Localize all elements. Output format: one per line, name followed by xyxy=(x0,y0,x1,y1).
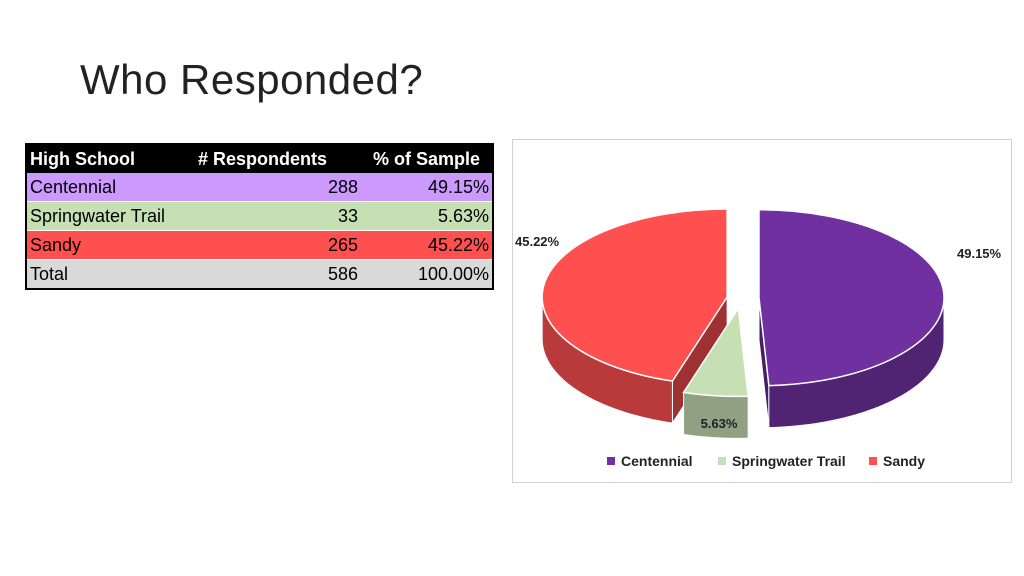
cell-respondents: 586 xyxy=(195,259,361,290)
legend-entry-1: Springwater Trail xyxy=(732,453,846,469)
cell-school: Centennial xyxy=(26,173,195,202)
cell-school: Springwater Trail xyxy=(26,201,195,231)
cell-school: Sandy xyxy=(26,230,195,260)
cell-respondents: 288 xyxy=(195,173,361,202)
pie-slice-sandy xyxy=(541,208,728,382)
data-label-0: 49.15% xyxy=(957,246,1002,261)
pie-slice-centennial xyxy=(758,209,945,387)
table-row-sandy: Sandy 265 45.22% xyxy=(26,230,493,260)
legend-entry-2: Sandy xyxy=(883,453,925,469)
pie-slice-springwater-trail xyxy=(682,306,750,398)
cell-percent: 49.15% xyxy=(361,173,493,202)
cell-school: Total xyxy=(26,259,195,290)
table-header-row: High School # Respondents % of Sample xyxy=(26,144,493,173)
cell-percent: 100.00% xyxy=(361,259,493,290)
pie-chart: 49.15% 5.63% 45.22% Centennial Springwater T… xyxy=(515,208,1002,469)
slide-title: Who Responded? xyxy=(80,56,424,103)
data-label-2: 45.22% xyxy=(515,234,560,249)
header-high-school: High School xyxy=(26,144,195,173)
data-label-1: 5.63% xyxy=(701,416,738,431)
cell-respondents: 33 xyxy=(195,201,361,231)
legend-swatch-1 xyxy=(718,457,726,465)
legend-swatch-2 xyxy=(869,457,877,465)
pie-chart-container: 49.15% 5.63% 45.22% Centennial Springwater T… xyxy=(512,139,1012,483)
cell-percent: 5.63% xyxy=(361,201,493,231)
table-row-total: Total 586 100.00% xyxy=(26,259,493,290)
header-percent: % of Sample xyxy=(361,144,493,173)
legend-swatch-0 xyxy=(607,457,615,465)
table-row-springwater: Springwater Trail 33 5.63% xyxy=(26,201,493,231)
cell-respondents: 265 xyxy=(195,230,361,260)
respondents-table: High School # Respondents % of Sample Ce… xyxy=(25,143,494,290)
table-row-centennial: Centennial 288 49.15% xyxy=(26,173,493,202)
legend-entry-0: Centennial xyxy=(621,453,693,469)
cell-percent: 45.22% xyxy=(361,230,493,260)
header-respondents: # Respondents xyxy=(195,144,361,173)
